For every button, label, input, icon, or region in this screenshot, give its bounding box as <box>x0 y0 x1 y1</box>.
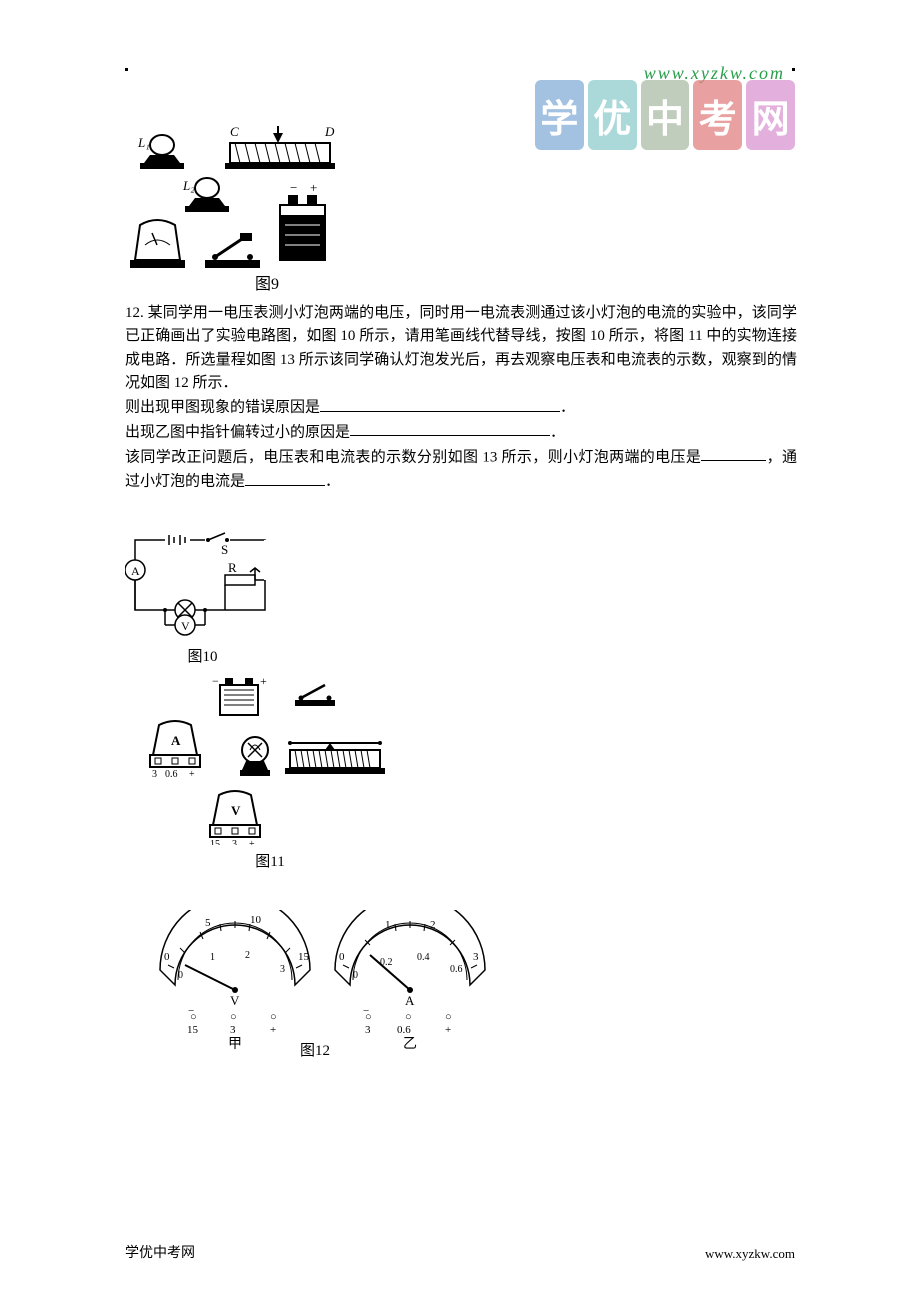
svg-text:+: + <box>189 769 195 780</box>
line-c-part1: 该同学改正问题后，电压表和电流表的示数分别如图 13 所示，则小灯泡两端的电压是 <box>125 449 701 465</box>
svg-text:2: 2 <box>430 919 436 931</box>
figure-11-caption: 图11 <box>145 850 395 871</box>
svg-text:R: R <box>228 560 237 575</box>
svg-text:+: + <box>445 1024 451 1036</box>
line-a-prefix: 则出现甲图现象的错误原因是 <box>125 400 320 416</box>
svg-text:1: 1 <box>210 952 215 963</box>
figure-11: − + A 3 0.6 + <box>145 675 395 865</box>
svg-text:15: 15 <box>210 839 220 845</box>
svg-text:2: 2 <box>245 950 250 961</box>
blank-a[interactable] <box>320 395 560 412</box>
wm-char-0: 学 <box>535 80 584 150</box>
svg-text:V: V <box>230 993 240 1008</box>
figure-9-caption: 图9 <box>255 270 279 294</box>
svg-text:0.6: 0.6 <box>165 769 178 780</box>
svg-text:A: A <box>131 564 140 578</box>
svg-text:3: 3 <box>152 769 157 780</box>
line-c-suffix: ． <box>325 474 340 490</box>
watermark-logo: 学 优 中 考 网 <box>535 80 795 155</box>
svg-text:−: − <box>290 180 297 195</box>
svg-text:3: 3 <box>232 839 237 845</box>
svg-text:−: − <box>188 1005 194 1017</box>
svg-text:V: V <box>231 803 241 818</box>
line-b-prefix: 出现乙图中指针偏转过小的原因是 <box>125 424 350 440</box>
svg-text:○: ○ <box>405 1011 412 1023</box>
svg-text:15: 15 <box>187 1024 199 1036</box>
svg-text:3: 3 <box>280 964 285 975</box>
figure-10: S A R V 图10 <box>125 530 280 640</box>
figure-10-caption: 图10 <box>125 645 280 666</box>
svg-text:A: A <box>171 733 181 748</box>
wm-char-4: 网 <box>746 80 795 150</box>
svg-text:L₁: L₁ <box>137 135 150 150</box>
wm-char-3: 考 <box>693 80 742 150</box>
svg-text:0.6: 0.6 <box>397 1024 411 1036</box>
svg-text:S: S <box>221 542 228 557</box>
margin-dot-tr <box>792 68 795 71</box>
svg-text:0.4: 0.4 <box>417 952 430 963</box>
blank-c2[interactable] <box>245 469 325 486</box>
svg-text:乙: 乙 <box>403 1036 417 1052</box>
svg-text:0: 0 <box>178 970 183 981</box>
footer-left: 学优中考网 <box>125 1242 195 1262</box>
svg-text:+: + <box>249 839 255 845</box>
svg-text:3: 3 <box>365 1024 371 1036</box>
svg-text:A: A <box>405 993 415 1008</box>
svg-text:−: − <box>363 1005 369 1017</box>
svg-text:0.6: 0.6 <box>450 964 463 975</box>
svg-text:5: 5 <box>205 917 211 929</box>
figure-9: L₁ C D L₂ <box>125 120 350 285</box>
blank-b[interactable] <box>350 420 550 437</box>
wm-char-2: 中 <box>641 80 690 150</box>
line-b-suffix: ． <box>550 424 565 440</box>
svg-text:+: + <box>310 180 317 195</box>
svg-text:3: 3 <box>473 951 479 963</box>
svg-text:0: 0 <box>164 951 170 963</box>
svg-text:L₂: L₂ <box>182 178 195 193</box>
margin-dot-tl <box>125 68 128 71</box>
svg-text:C: C <box>230 124 239 139</box>
svg-text:甲: 甲 <box>228 1037 242 1052</box>
figure-12: 0 5 10 15 0 1 2 3 V ○ ○ ○ 15 3 + − 甲 <box>150 910 490 1060</box>
question-number: 12. <box>125 305 144 321</box>
svg-text:−: − <box>212 675 219 688</box>
svg-text:15: 15 <box>298 951 310 963</box>
question-content: 12. 某同学用一电压表测小灯泡两端的电压，同时用一电流表测通过该小灯泡的电流的… <box>125 302 797 494</box>
svg-text:+: + <box>260 675 267 688</box>
svg-text:○: ○ <box>270 1011 277 1023</box>
svg-text:○: ○ <box>230 1011 237 1023</box>
svg-text:0: 0 <box>339 951 345 963</box>
svg-text:1: 1 <box>385 919 391 931</box>
svg-text:3: 3 <box>230 1024 236 1036</box>
figure-12-caption-svg: 图12 <box>300 1042 330 1059</box>
svg-text:○: ○ <box>445 1011 452 1023</box>
blank-c1[interactable] <box>701 445 766 462</box>
question-para1: 某同学用一电压表测小灯泡两端的电压，同时用一电流表测通过该小灯泡的电流的实验中，… <box>125 305 797 391</box>
svg-text:V: V <box>181 619 190 633</box>
svg-text:0: 0 <box>353 970 358 981</box>
svg-text:10: 10 <box>250 914 262 926</box>
wm-char-1: 优 <box>588 80 637 150</box>
footer-right: www.xyzkw.com <box>705 1246 795 1262</box>
svg-text:+: + <box>270 1024 276 1036</box>
svg-text:D: D <box>324 124 335 139</box>
line-a-suffix: ． <box>560 400 575 416</box>
